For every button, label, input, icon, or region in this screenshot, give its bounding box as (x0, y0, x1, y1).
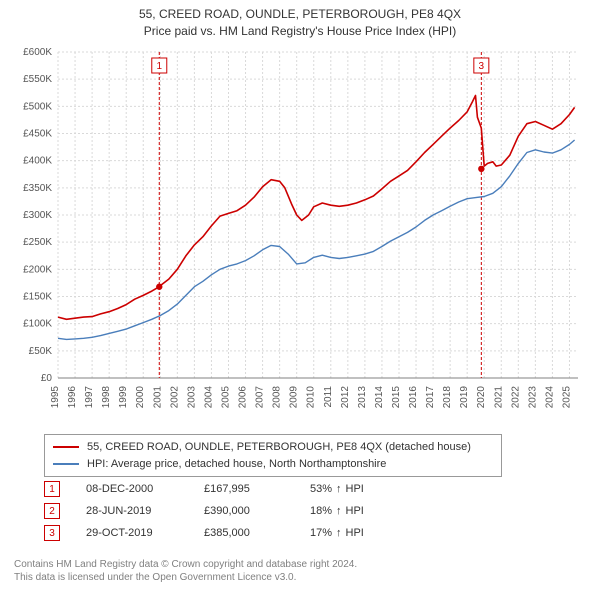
legend-item: HPI: Average price, detached house, Nort… (53, 456, 493, 473)
legend-item: 55, CREED ROAD, OUNDLE, PETERBOROUGH, PE… (53, 439, 493, 456)
title-line-1: 55, CREED ROAD, OUNDLE, PETERBOROUGH, PE… (0, 6, 600, 23)
title-line-2: Price paid vs. HM Land Registry's House … (0, 23, 600, 40)
svg-text:£150K: £150K (23, 292, 52, 303)
transaction-row: 3 29-OCT-2019 £385,000 17% ↑ HPI (44, 522, 364, 544)
svg-text:2003: 2003 (186, 386, 197, 409)
arrow-up-icon: ↑ (336, 505, 342, 517)
svg-text:£300K: £300K (23, 210, 52, 221)
svg-text:£450K: £450K (23, 129, 52, 140)
svg-text:2008: 2008 (272, 386, 283, 409)
page: 55, CREED ROAD, OUNDLE, PETERBOROUGH, PE… (0, 0, 600, 590)
svg-text:2009: 2009 (289, 386, 300, 409)
svg-text:2000: 2000 (135, 386, 146, 409)
chart-title: 55, CREED ROAD, OUNDLE, PETERBOROUGH, PE… (0, 0, 600, 40)
svg-text:1999: 1999 (118, 386, 129, 409)
svg-text:2016: 2016 (408, 386, 419, 409)
svg-text:£50K: £50K (29, 346, 53, 357)
legend-label: 55, CREED ROAD, OUNDLE, PETERBOROUGH, PE… (87, 439, 471, 456)
chart: £0 £50K £100K £150K £200K £250K £300K £350K £400… (10, 44, 590, 424)
svg-text:2010: 2010 (306, 386, 317, 409)
transaction-date: 29-OCT-2019 (86, 527, 178, 539)
transaction-marker: 3 (44, 525, 60, 541)
svg-text:£200K: £200K (23, 264, 52, 275)
transaction-marker: 1 (44, 481, 60, 497)
svg-text:2015: 2015 (391, 386, 402, 409)
svg-text:2018: 2018 (442, 386, 453, 409)
svg-text:£250K: £250K (23, 237, 52, 248)
transaction-marker: 2 (44, 503, 60, 519)
svg-text:£550K: £550K (23, 74, 52, 85)
svg-text:1997: 1997 (84, 386, 95, 409)
svg-text:2006: 2006 (238, 386, 249, 409)
transaction-list: 1 08-DEC-2000 £167,995 53% ↑ HPI 2 28-JU… (44, 478, 364, 544)
svg-text:2014: 2014 (374, 386, 385, 409)
footer: Contains HM Land Registry data © Crown c… (14, 558, 357, 584)
svg-text:2025: 2025 (561, 386, 572, 409)
transaction-row: 2 28-JUN-2019 £390,000 18% ↑ HPI (44, 500, 364, 522)
svg-text:£0: £0 (41, 373, 53, 384)
svg-text:£500K: £500K (23, 101, 52, 112)
footer-line-2: This data is licensed under the Open Gov… (14, 571, 357, 584)
legend-label: HPI: Average price, detached house, Nort… (87, 456, 386, 473)
svg-text:£400K: £400K (23, 156, 52, 167)
arrow-up-icon: ↑ (336, 483, 342, 495)
svg-text:2013: 2013 (357, 386, 368, 409)
svg-text:1: 1 (156, 61, 162, 72)
svg-text:2021: 2021 (493, 386, 504, 409)
svg-text:2002: 2002 (169, 386, 180, 409)
svg-text:3: 3 (479, 61, 485, 72)
transaction-date: 08-DEC-2000 (86, 483, 178, 495)
svg-text:2024: 2024 (544, 386, 555, 409)
legend-swatch (53, 463, 79, 465)
transaction-row: 1 08-DEC-2000 £167,995 53% ↑ HPI (44, 478, 364, 500)
transaction-hpi: 53% ↑ HPI (310, 483, 364, 495)
svg-text:1995: 1995 (50, 386, 61, 409)
svg-text:2004: 2004 (203, 386, 214, 409)
transaction-date: 28-JUN-2019 (86, 505, 178, 517)
arrow-up-icon: ↑ (336, 527, 342, 539)
transaction-price: £385,000 (204, 527, 284, 539)
legend: 55, CREED ROAD, OUNDLE, PETERBOROUGH, PE… (44, 434, 502, 477)
svg-text:2012: 2012 (340, 386, 351, 409)
svg-text:1996: 1996 (67, 386, 78, 409)
svg-text:2001: 2001 (152, 386, 163, 409)
svg-text:2017: 2017 (425, 386, 436, 409)
svg-text:2023: 2023 (527, 386, 538, 409)
svg-text:£600K: £600K (23, 47, 52, 58)
transaction-price: £390,000 (204, 505, 284, 517)
svg-text:2022: 2022 (510, 386, 521, 409)
svg-text:2011: 2011 (323, 386, 334, 408)
footer-line-1: Contains HM Land Registry data © Crown c… (14, 558, 357, 571)
svg-text:1998: 1998 (101, 386, 112, 409)
legend-swatch (53, 446, 79, 448)
svg-text:2019: 2019 (459, 386, 470, 409)
transaction-price: £167,995 (204, 483, 284, 495)
chart-svg: £0 £50K £100K £150K £200K £250K £300K £350K £400… (10, 44, 590, 424)
transaction-hpi: 18% ↑ HPI (310, 505, 364, 517)
svg-text:2005: 2005 (220, 386, 231, 409)
svg-text:2007: 2007 (255, 386, 266, 409)
svg-text:2020: 2020 (476, 386, 487, 409)
svg-text:£350K: £350K (23, 183, 52, 194)
svg-text:£100K: £100K (23, 319, 52, 330)
transaction-hpi: 17% ↑ HPI (310, 527, 364, 539)
